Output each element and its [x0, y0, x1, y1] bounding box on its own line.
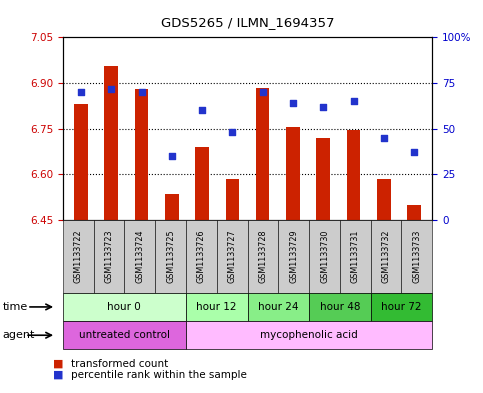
Text: GSM1133730: GSM1133730: [320, 230, 329, 283]
Bar: [347, 130, 360, 220]
Text: GSM1133725: GSM1133725: [166, 230, 175, 283]
Text: GSM1133732: GSM1133732: [382, 230, 391, 283]
Point: [350, 98, 357, 105]
Bar: [256, 88, 270, 220]
Bar: [316, 138, 330, 220]
Text: GSM1133733: GSM1133733: [412, 230, 421, 283]
Text: hour 12: hour 12: [197, 302, 237, 312]
Text: ■: ■: [53, 359, 64, 369]
Point: [380, 135, 388, 141]
Text: GSM1133731: GSM1133731: [351, 230, 360, 283]
Bar: [286, 127, 300, 220]
Point: [168, 153, 176, 159]
Point: [410, 149, 418, 156]
Text: mycophenolic acid: mycophenolic acid: [260, 330, 358, 340]
Bar: [74, 104, 88, 220]
Text: hour 0: hour 0: [108, 302, 141, 312]
Text: GSM1133723: GSM1133723: [104, 230, 114, 283]
Bar: [226, 179, 239, 220]
Text: agent: agent: [2, 330, 35, 340]
Text: time: time: [2, 302, 28, 312]
Text: ■: ■: [53, 370, 64, 380]
Bar: [165, 194, 179, 220]
Text: GSM1133724: GSM1133724: [135, 230, 144, 283]
Text: hour 48: hour 48: [320, 302, 360, 312]
Point: [289, 100, 297, 106]
Text: GDS5265 / ILMN_1694357: GDS5265 / ILMN_1694357: [161, 16, 334, 29]
Text: transformed count: transformed count: [71, 359, 169, 369]
Text: GSM1133728: GSM1133728: [258, 230, 268, 283]
Text: hour 24: hour 24: [258, 302, 298, 312]
Text: GSM1133722: GSM1133722: [74, 230, 83, 283]
Text: untreated control: untreated control: [79, 330, 170, 340]
Bar: [377, 179, 391, 220]
Point: [107, 85, 115, 92]
Bar: [104, 66, 118, 220]
Point: [138, 89, 145, 95]
Text: hour 72: hour 72: [381, 302, 422, 312]
Text: GSM1133726: GSM1133726: [197, 230, 206, 283]
Text: GSM1133729: GSM1133729: [289, 230, 298, 283]
Text: GSM1133727: GSM1133727: [227, 230, 237, 283]
Point: [198, 107, 206, 114]
Bar: [407, 205, 421, 220]
Point: [228, 129, 236, 136]
Point: [319, 104, 327, 110]
Point: [77, 89, 85, 95]
Bar: [135, 89, 148, 220]
Point: [259, 89, 267, 95]
Text: percentile rank within the sample: percentile rank within the sample: [71, 370, 247, 380]
Bar: [195, 147, 209, 220]
